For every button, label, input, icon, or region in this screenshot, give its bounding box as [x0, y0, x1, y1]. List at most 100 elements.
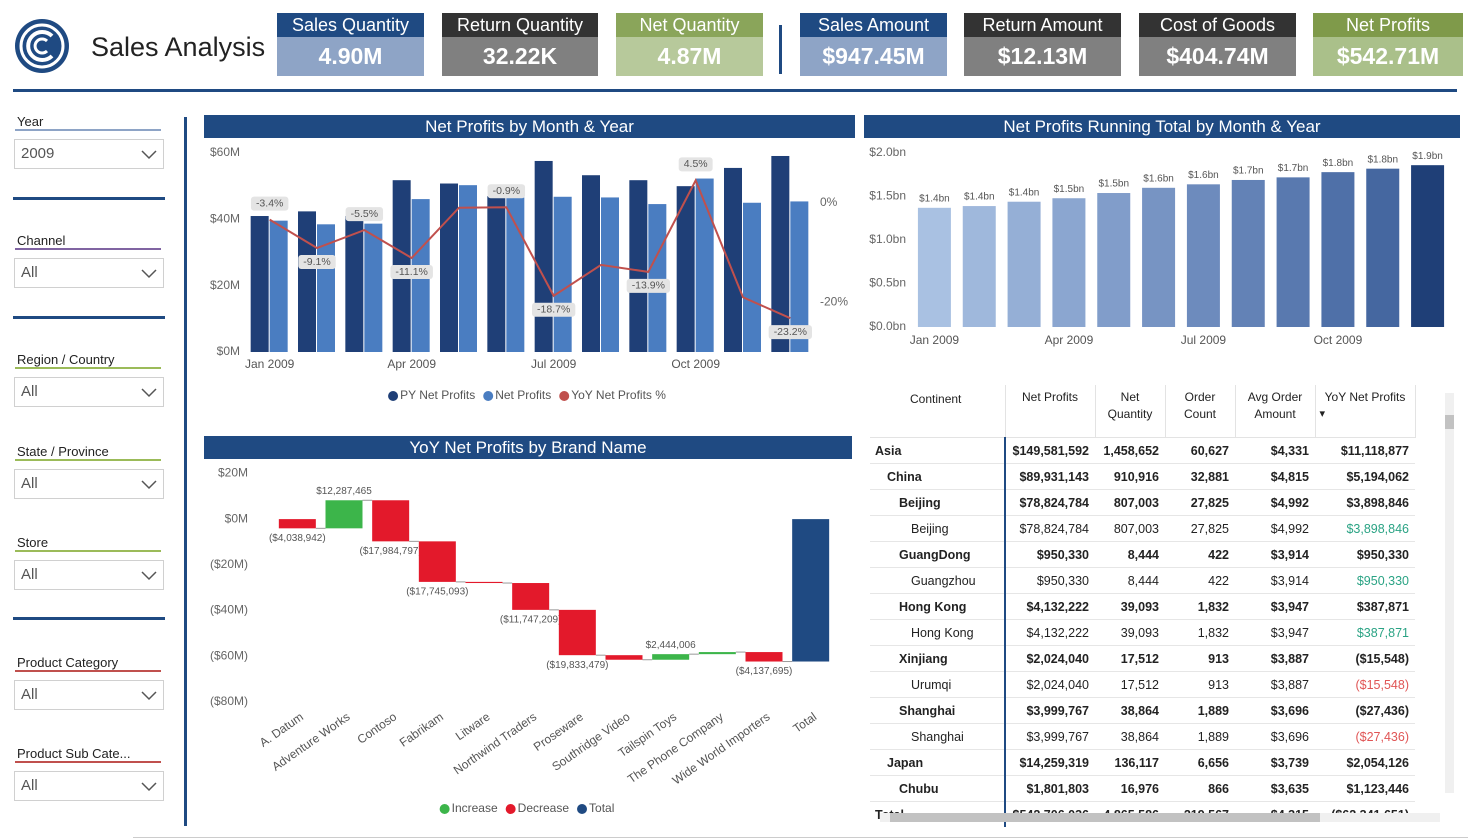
chevron-path [141, 782, 157, 792]
slicer-dropdown[interactable]: All [14, 680, 164, 710]
matrix-cell: $4,132,222 [1005, 619, 1095, 646]
bar [917, 207, 951, 327]
slicer-label: Product Category [17, 655, 119, 670]
chevron[interactable] [141, 571, 157, 581]
matrix-cell: $3,898,846 [1315, 489, 1415, 516]
matrix-cell: $3,696 [1235, 723, 1315, 750]
data-label-bg [678, 157, 713, 172]
slicer-dropdown[interactable]: All [14, 771, 164, 801]
legend: Increase Decrease Total [439, 801, 614, 815]
slicer-dropdown[interactable]: All [14, 560, 164, 590]
matrix-cell: Chubu [870, 775, 1006, 802]
matrix-cell: 39,093 [1095, 593, 1165, 620]
matrix-cell: 6,656 [1165, 749, 1235, 776]
x-tick-label: Total [790, 710, 819, 736]
matrix-cell: Xinjiang [870, 645, 1006, 672]
matrix-cell: $950,330 [1315, 541, 1415, 568]
page-title: Sales Analysis [91, 32, 266, 62]
chart-title-bar [204, 436, 852, 459]
slicer-dropdown[interactable]: 2009 [14, 139, 164, 169]
matrix-cell: 136,117 [1095, 749, 1165, 776]
chevron[interactable] [141, 691, 157, 701]
y-tick-label: ($60M) [210, 648, 248, 662]
matrix-cell: $3,739 [1235, 749, 1315, 776]
chevron[interactable] [141, 150, 157, 160]
v-scroll-thumb[interactable] [1445, 415, 1454, 429]
data-label: $1.8bn [1323, 158, 1354, 169]
chevron[interactable] [141, 388, 157, 398]
data-label: ($4,038,942) [269, 533, 326, 544]
slicer-dropdown[interactable]: All [14, 258, 164, 288]
legend: PY Net Profits Net Profits YoY Net Profits… [388, 388, 666, 402]
matrix-cell: $3,887 [1235, 645, 1315, 672]
chevron[interactable] [141, 480, 157, 490]
matrix-cell: $78,824,784 [1005, 489, 1095, 516]
kpi-label: Cost of Goods [1139, 13, 1296, 37]
matrix-cell: $3,999,767 [1005, 697, 1095, 724]
legend-swatch [505, 804, 516, 814]
slicer-underline [15, 367, 161, 369]
y-tick-label: ($40M) [210, 603, 248, 617]
matrix-cell: 8,444 [1095, 567, 1165, 594]
matrix-row: Guangzhou $950,330 8,444 422 $3,914 $950,330 [870, 567, 1415, 594]
slicer-dropdown[interactable]: All [14, 469, 164, 499]
data-label: -3.4% [256, 197, 283, 209]
slicer-underline [15, 670, 161, 672]
bar [1186, 184, 1220, 327]
y2-tick-label: -20% [820, 294, 848, 308]
matrix-cell: $149,581,592 [1005, 437, 1095, 464]
bar [465, 581, 503, 584]
bar [487, 196, 506, 352]
bar [325, 500, 363, 529]
matrix-cell: $950,330 [1005, 567, 1095, 594]
x-tick-label: Contoso [355, 709, 400, 746]
h-scroll-thumb[interactable] [890, 813, 1320, 822]
chevron-path [141, 269, 157, 279]
slicer-dropdown[interactable]: All [14, 377, 164, 407]
slicer-value: All [21, 264, 38, 281]
y-tick-label: $20M [218, 466, 248, 480]
kpi-label: Return Amount [964, 13, 1121, 37]
matrix-row: Shanghai $3,999,767 38,864 1,889 $3,696 ($27,… [870, 723, 1415, 750]
v-scrollbar[interactable] [1445, 393, 1454, 793]
x-tick-label: Oct 2009 [671, 357, 720, 371]
column-header[interactable]: YoY Net Profits [1315, 385, 1416, 438]
slicer-label: Store [17, 535, 49, 550]
chevron[interactable] [141, 269, 157, 279]
legend-label: Decrease [518, 801, 570, 815]
bar [605, 655, 643, 660]
legend-swatch [577, 804, 588, 814]
matrix-cell: Beijing [870, 515, 1006, 542]
kpi-value: $404.74M [1139, 37, 1296, 76]
matrix-cell: Hong Kong [870, 593, 1006, 620]
matrix-row: Japan $14,259,319 136,117 6,656 $3,739 $2,054… [870, 749, 1415, 776]
matrix-cell: ($27,436) [1315, 697, 1415, 724]
matrix-cell: 38,864 [1095, 697, 1165, 724]
y-tick-label: ($80M) [210, 694, 248, 708]
data-label: $1.7bn [1278, 163, 1309, 174]
legend-label: YoY Net Profits % [571, 388, 666, 402]
matrix-cell: 27,825 [1165, 489, 1235, 516]
data-label: -18.7% [537, 304, 570, 316]
chevron[interactable] [141, 782, 157, 792]
column-header: Order Count [1165, 385, 1236, 438]
data-label: ($19,833,479) [546, 660, 608, 671]
bar [676, 186, 695, 352]
slicer-separator [13, 617, 165, 620]
bar [364, 223, 383, 352]
bar [771, 155, 790, 352]
matrix-cell: $4,992 [1235, 515, 1315, 542]
matrix-cell: $387,871 [1315, 593, 1415, 620]
data-label: -11.1% [395, 266, 428, 278]
data-label: ($17,984,797) [360, 546, 422, 557]
chart-title: YoY Net Profits by Brand Name [409, 438, 646, 457]
chart-title: Net Profits by Month & Year [425, 117, 634, 136]
data-label: $1.4bn [1009, 187, 1040, 198]
slicer-underline [15, 761, 161, 763]
x-tick-label: Apr 2009 [1045, 333, 1094, 347]
bar [629, 180, 648, 352]
data-label: $1.6bn [1143, 173, 1174, 184]
matrix-cell: $4,132,222 [1005, 593, 1095, 620]
matrix-cell: $3,696 [1235, 697, 1315, 724]
data-label-bg [390, 264, 433, 279]
